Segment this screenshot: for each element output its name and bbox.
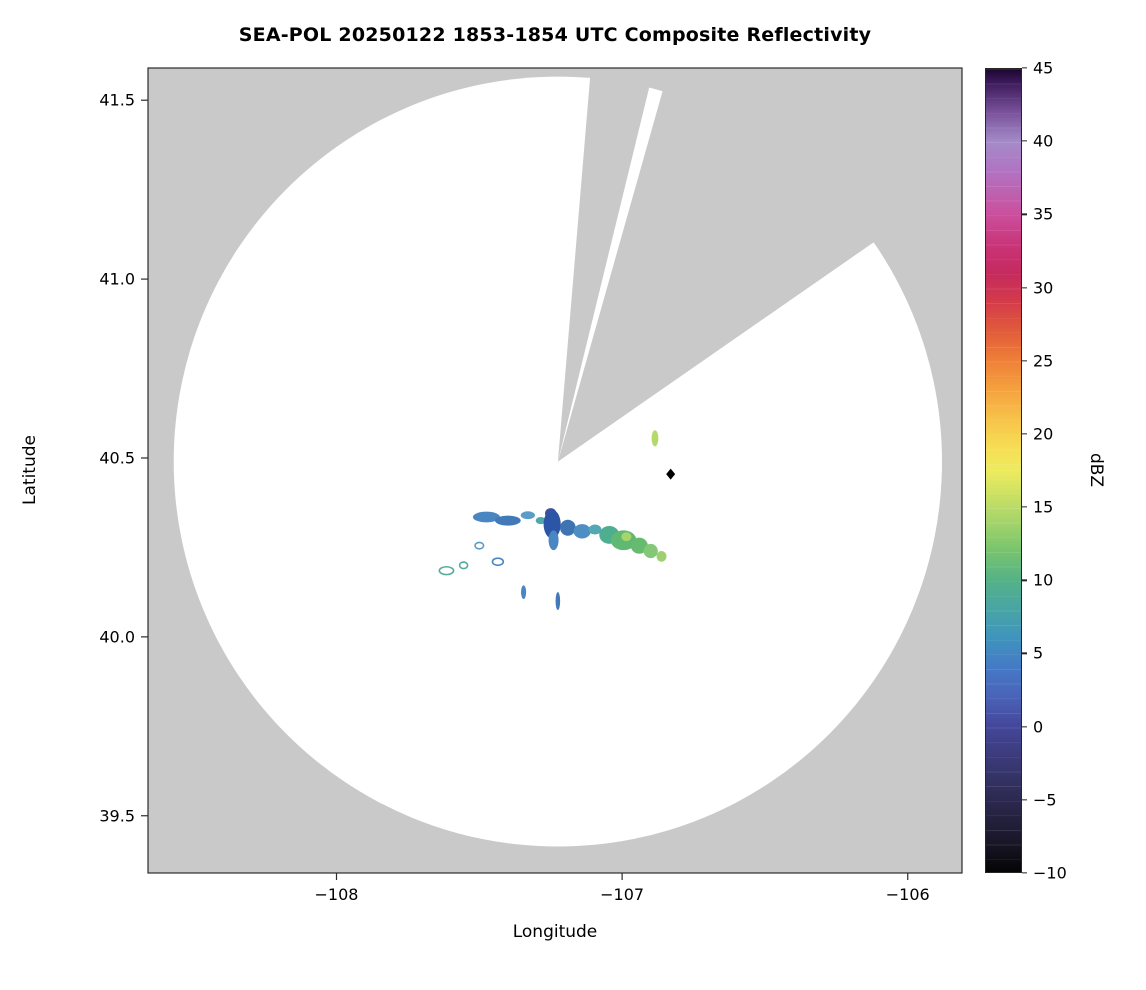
echo-blob	[548, 530, 559, 551]
colorbar-tick-mark	[1022, 799, 1027, 801]
echo-blob	[458, 561, 469, 570]
echo-blob	[535, 517, 546, 525]
plot-frame	[147, 67, 963, 874]
echo-blob	[474, 541, 485, 550]
colorbar-tick-mark	[1022, 67, 1027, 69]
colorbar-tick-mark	[1022, 872, 1027, 874]
colorbar-tick-mark	[1022, 213, 1027, 216]
colorbar-tick-mark	[1022, 360, 1027, 362]
colorbar-tick-mark	[1022, 286, 1027, 289]
echo-blob	[588, 524, 602, 535]
echo-blob	[438, 565, 455, 576]
x-axis-label: Longitude	[512, 922, 598, 942]
colorbar-tick-mark	[1022, 140, 1027, 142]
colorbar-tick-mark	[1022, 579, 1027, 581]
colorbar-tick-mark	[1022, 725, 1027, 728]
echo-blob	[555, 592, 561, 611]
echo-blob	[621, 532, 632, 542]
echo-blob	[643, 543, 658, 559]
colorbar-tick-mark	[1022, 506, 1027, 508]
colorbar-tick-mark	[1022, 433, 1027, 435]
colorbar	[985, 68, 1022, 873]
echo-blob	[559, 519, 576, 536]
chart-title: SEA-POL 20250122 1853-1854 UTC Composite…	[238, 24, 872, 46]
echo-blob	[573, 524, 591, 539]
site-marker-diamond	[666, 468, 676, 480]
echo-blob	[656, 551, 667, 562]
echo-blob	[520, 511, 536, 520]
echo-blob	[472, 511, 501, 523]
echo-blob	[495, 515, 521, 526]
echo-blob	[543, 509, 561, 539]
colorbar-tick-mark	[1022, 652, 1027, 655]
blocked-sector	[557, 68, 962, 462]
echo-blob	[651, 430, 659, 447]
blocked-sector	[557, 68, 654, 462]
echo-blob	[491, 557, 505, 567]
echo-blob	[521, 585, 527, 599]
echo-blob	[630, 537, 648, 554]
